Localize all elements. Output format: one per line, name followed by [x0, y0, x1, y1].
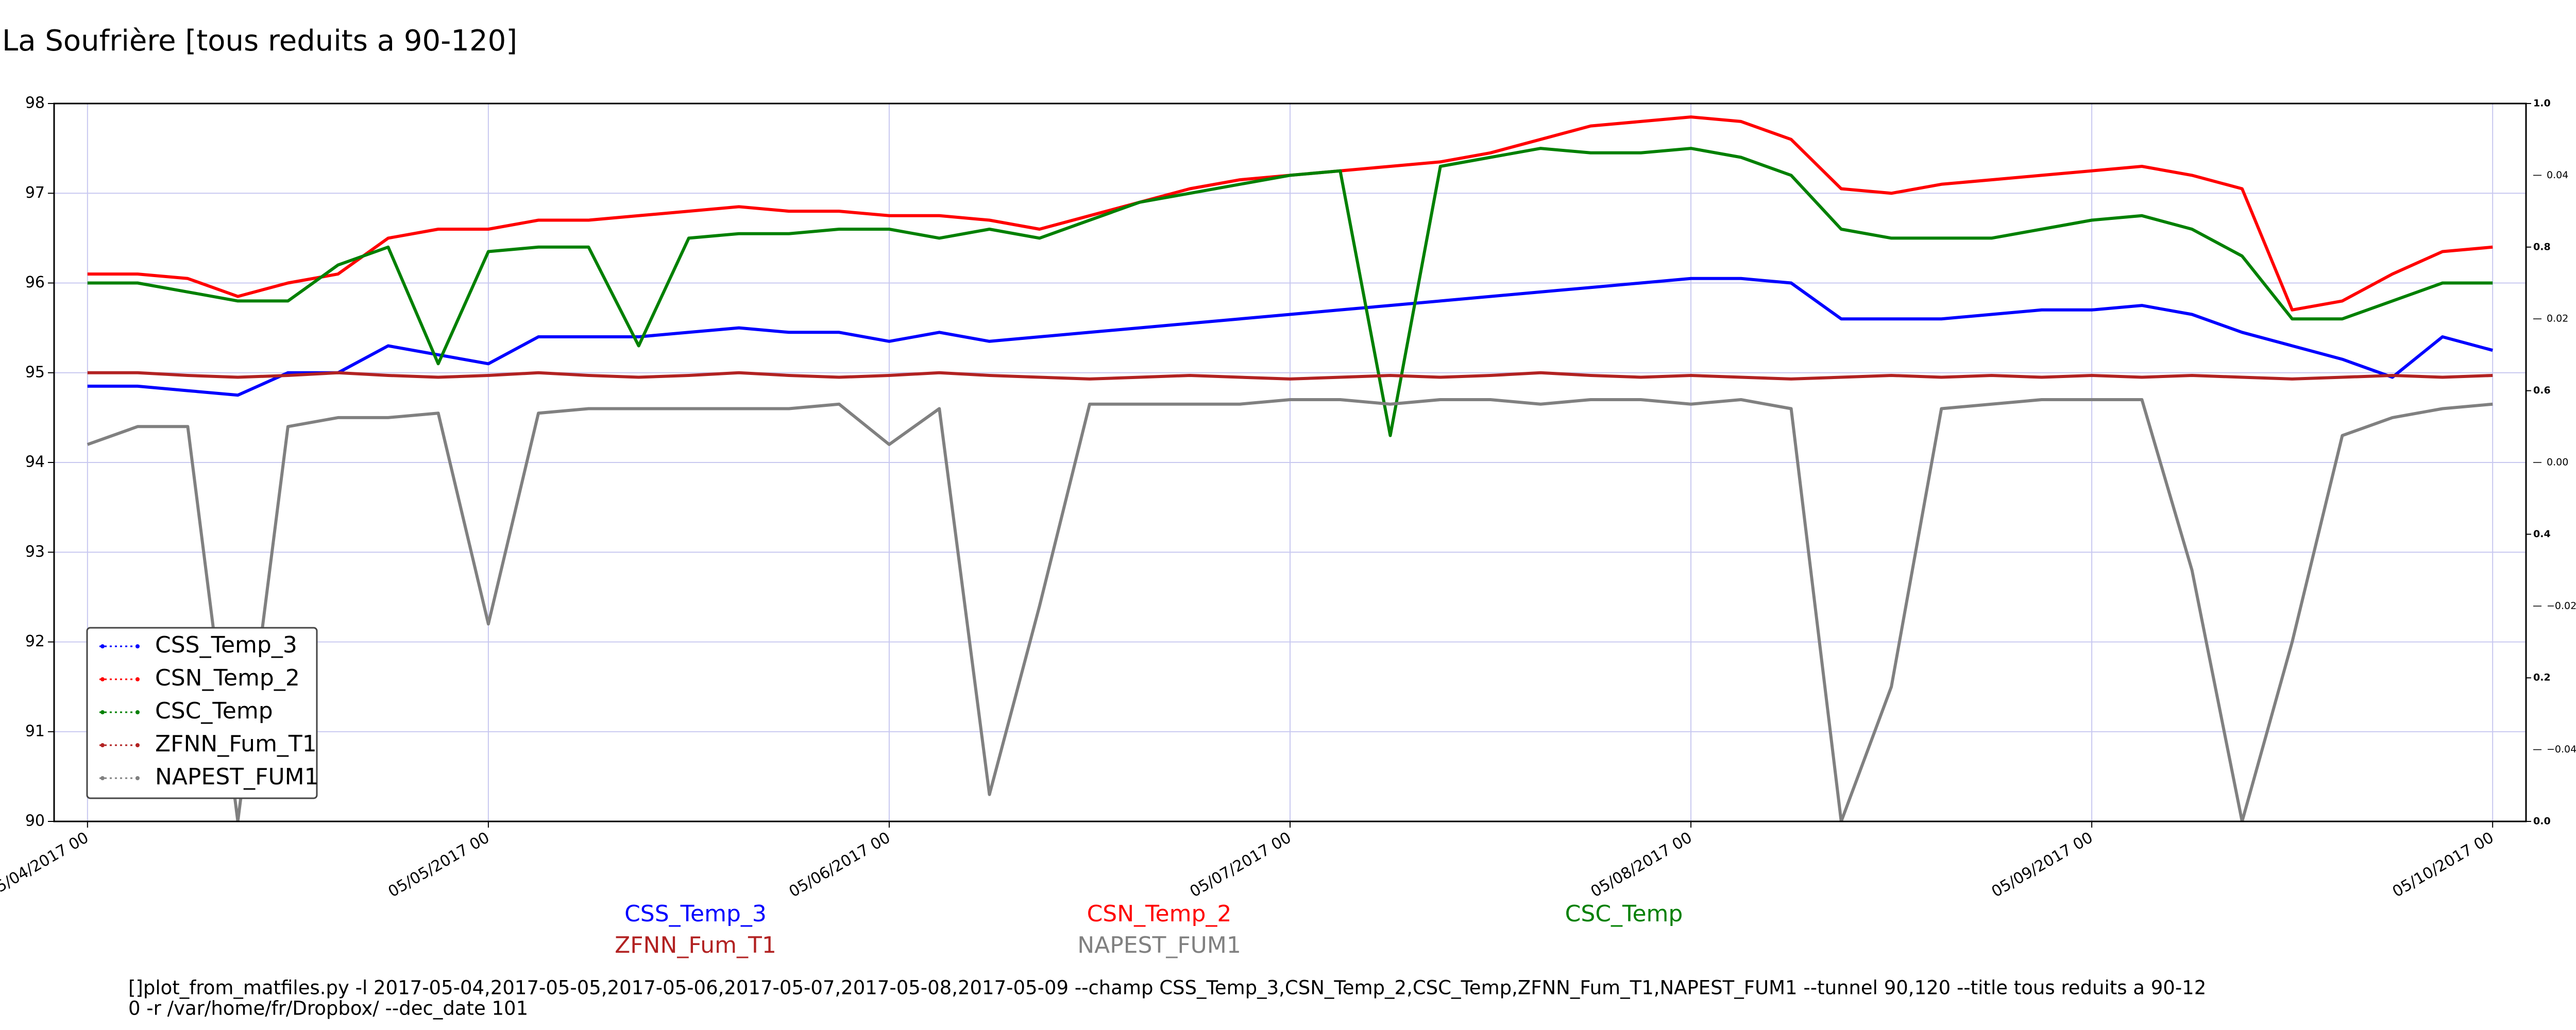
legend-label: CSC_Temp	[155, 698, 273, 724]
y-tick-label: 93	[25, 543, 45, 561]
series-caption: ZFNN_Fum_T1	[615, 932, 776, 958]
y3-tick-label: 0.00	[2547, 457, 2568, 468]
y2-tick-label: 0.4	[2533, 528, 2551, 540]
x-tick-label: 05/05/2017 00	[385, 829, 493, 901]
y3-tick-label: 0.04	[2547, 169, 2568, 181]
x-tick-label: 05/10/2017 00	[2389, 829, 2497, 901]
chart-title: La Soufrière [tous reduits a 90-120]	[2, 24, 517, 58]
series-caption: CSC_Temp	[1565, 901, 1683, 927]
series-line	[87, 147, 2493, 437]
legend-marker-dot	[100, 776, 105, 780]
y3-tick-label: −0.04	[2547, 744, 2576, 755]
plot-frame	[53, 102, 2527, 822]
y-tick-label: 92	[25, 632, 45, 650]
x-tick-label: 05/06/2017 00	[786, 829, 894, 901]
y3-tick-label: 0.02	[2547, 313, 2568, 324]
series-line	[87, 371, 2493, 381]
y2-tick-label: 0.2	[2533, 672, 2551, 683]
x-tick-label: 05/07/2017 00	[1187, 829, 1295, 901]
x-tick-label: 05/09/2017 00	[1989, 829, 2096, 901]
y-tick-label: 97	[25, 184, 45, 202]
series-caption: NAPEST_FUM1	[1077, 932, 1241, 958]
footnote: 0 -r /var/home/fr/Dropbox/ --dec_date 10…	[128, 998, 528, 1020]
series-caption: CSS_Temp_3	[624, 901, 767, 927]
legend-marker-dot	[135, 776, 140, 780]
legend-label: CSN_Temp_2	[155, 665, 300, 691]
y-tick-label: 91	[25, 722, 45, 740]
legend-marker-dot	[100, 710, 105, 714]
legend-marker-dot	[100, 743, 105, 747]
legend-marker-dot	[100, 644, 105, 648]
y2-tick-label: 1.0	[2533, 98, 2551, 109]
y-tick-label: 94	[25, 453, 45, 471]
y2-tick-label: 0.6	[2533, 385, 2551, 396]
y2-tick-label: 0.0	[2533, 816, 2551, 827]
legend-label: ZFNN_Fum_T1	[155, 731, 317, 757]
y-tick-label: 98	[25, 94, 45, 112]
y-tick-label: 90	[25, 812, 45, 830]
x-tick-label: 05/08/2017 00	[1588, 829, 1696, 901]
legend-marker-dot	[135, 743, 140, 747]
legend-label: NAPEST_FUM1	[155, 764, 319, 790]
footnote: []plot_from_matfiles.py -l 2017-05-04,20…	[128, 977, 2206, 999]
series-line	[87, 277, 2493, 397]
series-caption: CSN_Temp_2	[1087, 901, 1232, 927]
y3-tick-label: −0.02	[2547, 600, 2576, 611]
series-line	[87, 398, 2493, 821]
y-tick-label: 96	[25, 273, 45, 291]
legend-marker-dot	[135, 710, 140, 714]
plot-area	[87, 115, 2493, 821]
legend-marker-dot	[135, 677, 140, 681]
legend-label: CSS_Temp_3	[155, 632, 297, 658]
legend-box	[86, 627, 318, 799]
legend-marker-dot	[100, 677, 105, 681]
x-tick-label: 05/04/2017 00	[0, 829, 92, 901]
legend-marker-dot	[135, 644, 140, 648]
y-tick-label: 95	[25, 363, 45, 381]
y2-tick-label: 0.8	[2533, 241, 2551, 252]
